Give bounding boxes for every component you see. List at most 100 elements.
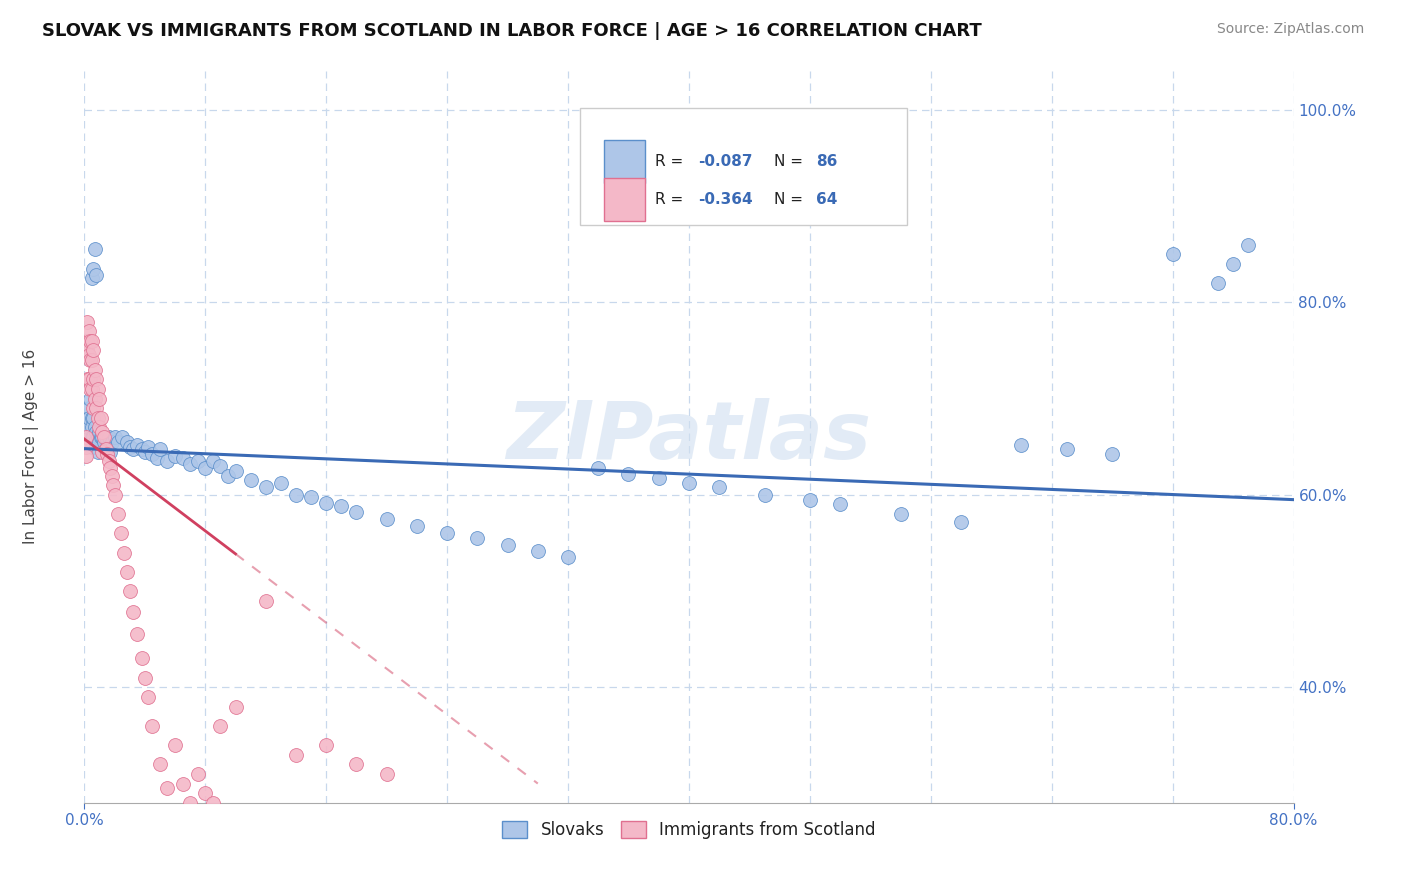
Point xyxy=(104,430,127,444)
Point xyxy=(346,505,368,519)
Point xyxy=(82,372,104,386)
Point xyxy=(118,584,141,599)
Point xyxy=(127,438,149,452)
FancyBboxPatch shape xyxy=(605,140,645,183)
Point xyxy=(1056,442,1078,456)
Text: SLOVAK VS IMMIGRANTS FROM SCOTLAND IN LABOR FORCE | AGE > 16 CORRELATION CHART: SLOVAK VS IMMIGRANTS FROM SCOTLAND IN LA… xyxy=(42,22,981,40)
Point xyxy=(79,372,101,386)
Point xyxy=(254,593,277,607)
Point xyxy=(315,495,337,509)
Point xyxy=(79,382,101,396)
Point xyxy=(91,444,114,458)
Point xyxy=(406,518,429,533)
Point xyxy=(156,781,179,796)
Point xyxy=(82,401,104,416)
Point xyxy=(79,353,101,368)
Point xyxy=(80,334,103,348)
Point xyxy=(77,324,100,338)
Point xyxy=(80,382,103,396)
Point xyxy=(890,507,912,521)
Text: R =: R = xyxy=(655,192,688,207)
Point xyxy=(89,434,111,449)
Point xyxy=(754,488,776,502)
Point xyxy=(187,454,209,468)
Point xyxy=(799,492,821,507)
Point xyxy=(112,545,135,559)
Point xyxy=(165,450,187,464)
Text: 64: 64 xyxy=(815,192,838,207)
Text: R =: R = xyxy=(655,153,688,169)
Point xyxy=(709,480,731,494)
Point xyxy=(346,757,368,772)
Point xyxy=(1101,447,1123,461)
Point xyxy=(201,454,224,468)
Point xyxy=(134,671,156,685)
Point xyxy=(285,747,308,762)
Point xyxy=(84,420,107,434)
Point xyxy=(1011,438,1033,452)
Point xyxy=(141,447,163,461)
Point xyxy=(115,434,138,449)
Text: N =: N = xyxy=(773,192,807,207)
Point xyxy=(201,796,224,810)
Point xyxy=(225,464,247,478)
Point xyxy=(557,550,579,565)
Point xyxy=(96,440,118,454)
Point xyxy=(80,420,103,434)
Point xyxy=(82,261,104,276)
Point xyxy=(136,440,159,454)
Point xyxy=(315,738,337,752)
Point xyxy=(98,461,121,475)
Point xyxy=(96,447,118,461)
Point xyxy=(75,450,97,464)
Point xyxy=(121,442,143,456)
Point xyxy=(76,315,98,329)
Text: Source: ZipAtlas.com: Source: ZipAtlas.com xyxy=(1216,22,1364,37)
Point xyxy=(254,480,277,494)
Point xyxy=(75,430,97,444)
Point xyxy=(225,699,247,714)
Point xyxy=(617,467,640,481)
Point xyxy=(527,543,550,558)
Point xyxy=(86,268,108,283)
Point xyxy=(76,343,98,358)
Point xyxy=(80,271,103,285)
Point xyxy=(87,444,110,458)
Point xyxy=(136,690,159,704)
Point xyxy=(131,442,153,456)
Point xyxy=(375,512,398,526)
Point xyxy=(194,461,217,475)
Point xyxy=(950,515,973,529)
Point xyxy=(84,243,107,257)
Point xyxy=(76,420,98,434)
Point xyxy=(648,470,671,484)
Point xyxy=(80,410,103,425)
Point xyxy=(1237,237,1260,252)
Point xyxy=(146,451,169,466)
Point xyxy=(187,767,209,781)
Point xyxy=(209,458,232,473)
Text: In Labor Force | Age > 16: In Labor Force | Age > 16 xyxy=(22,349,39,543)
Point xyxy=(104,488,127,502)
Text: ZIPatlas: ZIPatlas xyxy=(506,398,872,476)
Point xyxy=(107,434,129,449)
FancyBboxPatch shape xyxy=(605,178,645,221)
Point xyxy=(1206,276,1229,290)
Point xyxy=(79,392,101,406)
Text: N =: N = xyxy=(773,153,807,169)
FancyBboxPatch shape xyxy=(581,108,907,225)
Point xyxy=(98,444,121,458)
Point xyxy=(87,382,110,396)
Point xyxy=(270,476,292,491)
Point xyxy=(86,372,108,386)
Point xyxy=(375,767,398,781)
Point xyxy=(149,442,172,456)
Point xyxy=(179,796,201,810)
Point xyxy=(91,430,114,444)
Point xyxy=(467,531,489,545)
Point xyxy=(94,430,117,444)
Point xyxy=(79,334,101,348)
Point xyxy=(149,757,172,772)
Point xyxy=(121,605,143,619)
Point xyxy=(86,440,108,454)
